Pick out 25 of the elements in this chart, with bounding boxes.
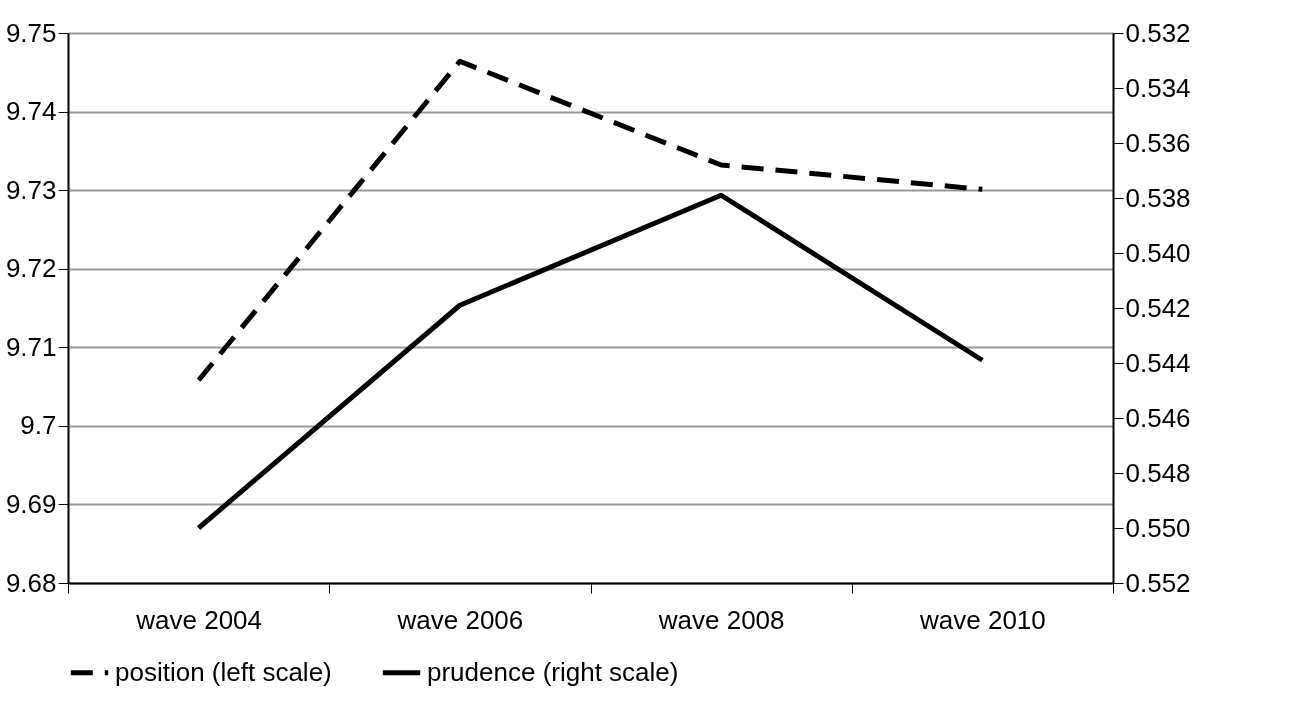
x-tick-label: wave 2004 [135,604,263,635]
y2-tick-label: 0.538 [1125,182,1191,213]
y-tick-label: 9.7 [20,410,57,441]
y2-tick-label: 0.534 [1125,72,1191,103]
y-tick-label: 9.71 [5,331,57,362]
x-tick-label: wave 2006 [396,604,524,635]
x-tick-label: wave 2008 [657,604,785,635]
y2-tick-label: 0.542 [1125,292,1191,323]
y-tick-label: 9.75 [5,17,57,48]
y-tick-label: 9.73 [5,174,57,205]
y2-tick-label: 0.540 [1125,237,1191,268]
y2-tick-label: 0.550 [1125,512,1191,543]
y-tick-label: 9.69 [5,488,57,519]
y-tick-label: 9.68 [5,567,57,598]
y2-tick-label: 0.532 [1125,17,1191,48]
y-tick-label: 9.74 [5,96,57,127]
y2-tick-label: 0.536 [1125,127,1191,158]
legend-label: prudence (right scale) [427,656,679,687]
legend-label: position (left scale) [115,656,332,687]
y2-tick-label: 0.548 [1125,457,1191,488]
y-tick-label: 9.72 [5,253,57,284]
y2-tick-label: 0.552 [1125,567,1191,598]
y2-tick-label: 0.546 [1125,402,1191,433]
y2-tick-label: 0.544 [1125,347,1191,378]
x-tick-label: wave 2010 [918,604,1046,635]
